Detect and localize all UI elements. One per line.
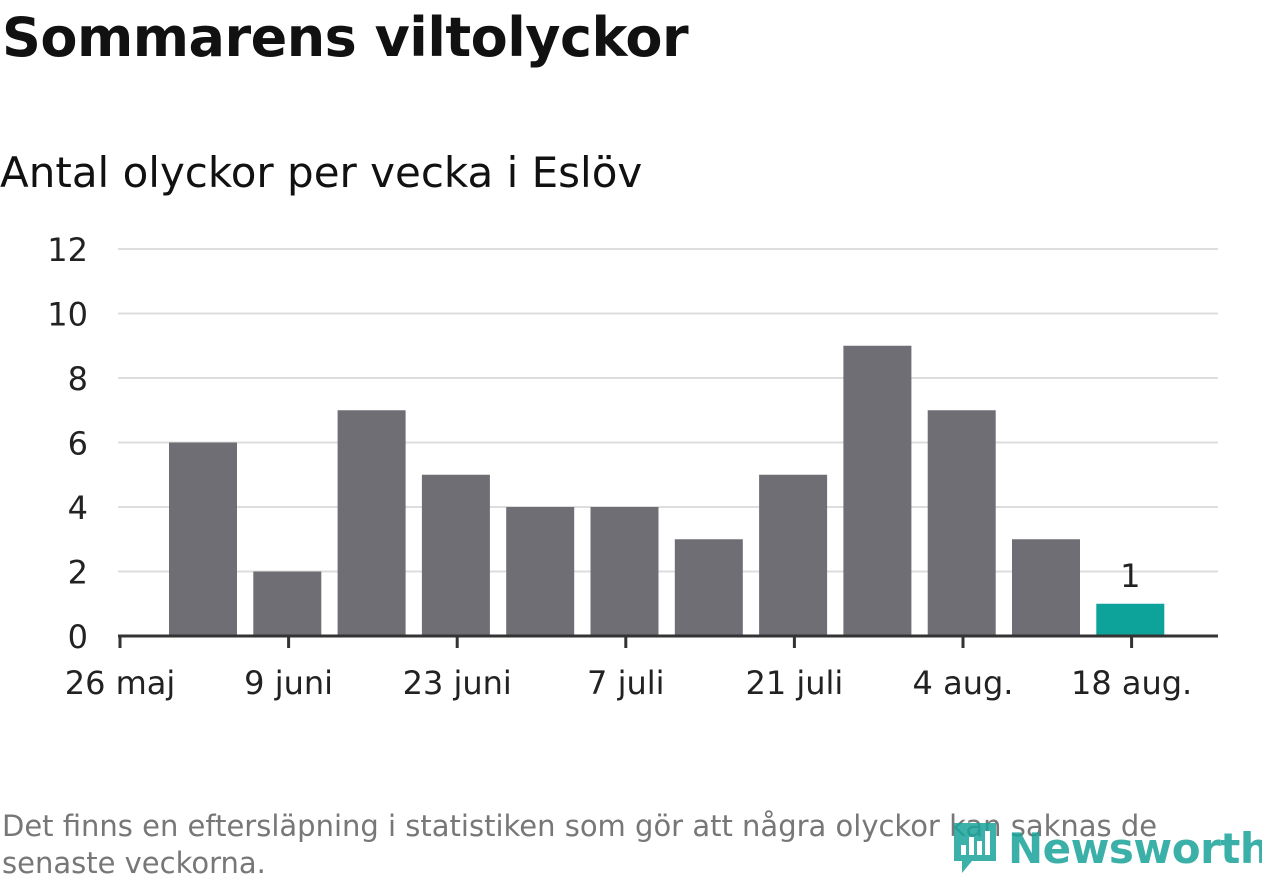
bar <box>506 507 575 636</box>
bar <box>169 442 237 636</box>
y-tick-label: 8 <box>68 360 88 398</box>
newsworthy-logo: Newsworthy <box>950 818 1262 878</box>
logo-text: Newsworthy <box>1008 823 1262 873</box>
bar <box>253 571 322 636</box>
bar <box>1012 539 1080 636</box>
bar <box>759 474 828 636</box>
bar <box>337 410 406 636</box>
tick-labels: 0 2 4 6 8 10 12 1 26 maj 9 juni 23 juni 7 juli 21 ju… <box>47 231 1192 702</box>
y-tick-label: 4 <box>68 489 88 527</box>
bar-highlighted <box>1096 603 1165 636</box>
bar <box>843 345 912 636</box>
bar <box>421 474 490 636</box>
gridlines <box>118 248 1218 573</box>
newsworthy-logo-icon <box>954 823 996 873</box>
bar <box>674 539 743 636</box>
chart-subtitle: Antal olyckor per vecka i Eslöv <box>0 148 643 197</box>
y-tick-label: 2 <box>68 554 88 592</box>
x-tick-label: 21 juli <box>745 664 843 702</box>
y-tick-label: 12 <box>47 231 88 269</box>
x-tick-label: 23 juni <box>403 664 512 702</box>
x-tick-label: 26 maj <box>65 664 176 702</box>
y-tick-label: 10 <box>47 296 88 334</box>
x-tick-label: 7 juli <box>587 664 664 702</box>
y-tick-label: 6 <box>68 425 88 463</box>
x-tick-label: 18 aug. <box>1071 664 1192 702</box>
x-tick-label: 4 aug. <box>913 664 1014 702</box>
x-tick-label: 9 juni <box>244 664 333 702</box>
chart-title: Sommarens viltolyckor <box>2 6 689 69</box>
bars <box>169 345 1165 636</box>
bar <box>590 507 659 636</box>
x-axis <box>118 634 1218 648</box>
bar <box>927 410 996 636</box>
bar-chart: 0 2 4 6 8 10 12 1 26 maj 9 juni 23 juni 7 juli 21 ju… <box>47 231 1218 702</box>
data-label: 1 <box>1120 557 1140 595</box>
y-tick-label: 0 <box>68 618 88 656</box>
